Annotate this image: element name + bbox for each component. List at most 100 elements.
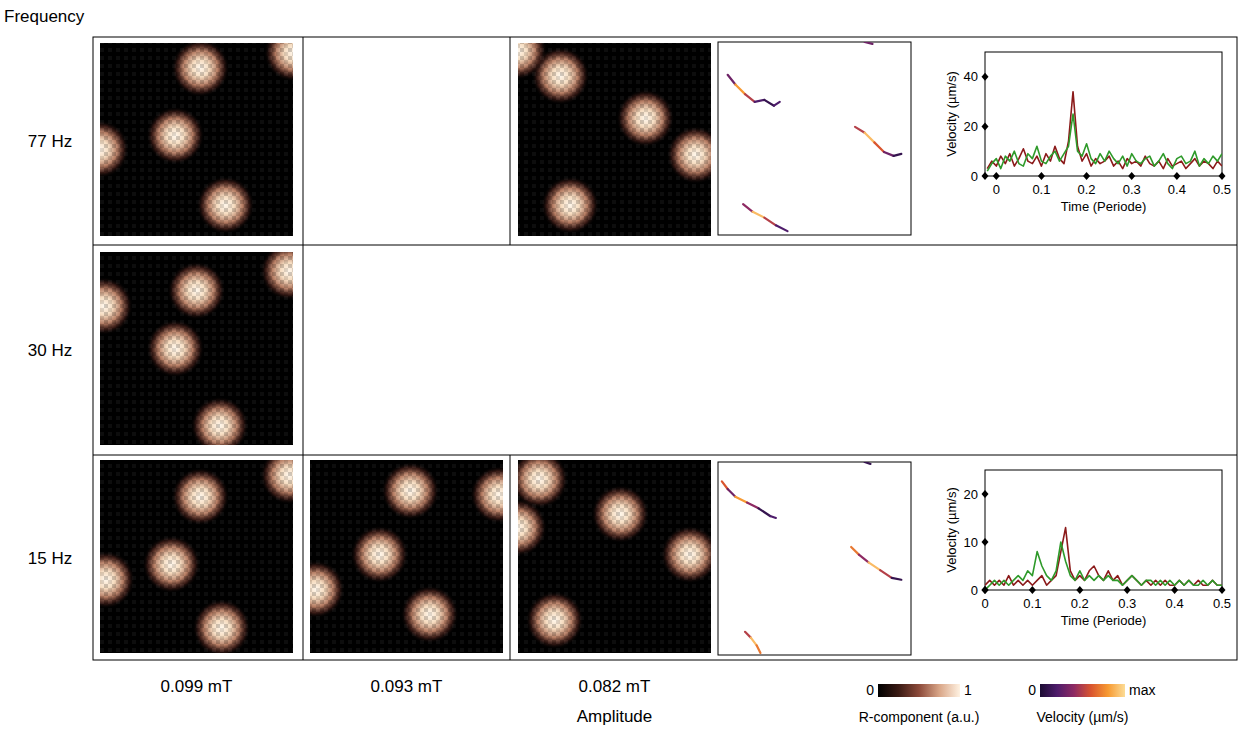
colorbar-tick-label: max xyxy=(1129,682,1155,698)
grid-line xyxy=(93,455,1237,456)
row-label: 77 Hz xyxy=(28,132,72,151)
x-tick-label: 0.5 xyxy=(1213,596,1231,611)
x-tick-label: 0.3 xyxy=(1118,596,1136,611)
heatmap-image xyxy=(518,460,711,653)
trajectory-segment xyxy=(728,489,736,497)
y-tick xyxy=(982,586,989,594)
x-tick-label: 0.5 xyxy=(1213,182,1231,197)
x-tick xyxy=(982,586,989,594)
x-tick-label: 0.4 xyxy=(1166,596,1184,611)
amplitude-title: Amplitude xyxy=(577,707,653,726)
image-ground xyxy=(100,460,293,653)
trajectory-frame xyxy=(718,42,911,235)
column-label: 0.082 mT xyxy=(579,677,651,696)
trajectory-segment xyxy=(865,462,871,464)
x-tick xyxy=(1173,172,1180,180)
colorbar-tick-label: 0 xyxy=(1028,682,1036,698)
colorbar-tick-label: 0 xyxy=(866,682,874,698)
image-ground xyxy=(518,43,711,236)
velocity-chart: 00.10.20.30.40.501020Time (Periode)Veloc… xyxy=(944,470,1232,628)
trajectory-segment xyxy=(884,152,894,156)
trajectory-segment xyxy=(755,100,765,102)
velocity-line xyxy=(987,114,1222,171)
trajectory-segment xyxy=(722,481,728,489)
column-label: 0.099 mT xyxy=(161,677,233,696)
plot-frame xyxy=(985,470,1222,590)
trajectory-segment xyxy=(747,503,759,509)
trajectory-segment xyxy=(880,570,892,578)
plot-data xyxy=(987,92,1222,171)
trajectory-segment xyxy=(894,154,902,156)
grid-line xyxy=(510,37,511,245)
colorbar xyxy=(878,684,960,697)
pixel-texture xyxy=(100,252,293,445)
figure: Frequency77 Hz30 Hz15 Hz0.099 mT0.093 mT… xyxy=(0,0,1242,736)
image-ground xyxy=(100,43,293,236)
x-tick-label: 0.3 xyxy=(1123,182,1141,197)
image-ground xyxy=(310,460,503,653)
y-tick-label: 20 xyxy=(964,119,978,134)
grid-line xyxy=(93,245,1237,246)
x-tick-label: 0.1 xyxy=(1023,596,1041,611)
x-axis-title: Time (Periode) xyxy=(1061,613,1146,628)
y-axis-title: Velocity (µm/s) xyxy=(944,71,959,157)
row-label: 30 Hz xyxy=(28,341,72,360)
trajectory-segment xyxy=(757,645,761,653)
colorbar-tick-label: 1 xyxy=(964,682,972,698)
y-tick-label: 0 xyxy=(971,169,978,184)
velocity-line xyxy=(985,542,1222,590)
frequency-title: Frequency xyxy=(4,7,85,26)
x-tick-label: 0.4 xyxy=(1168,182,1186,197)
column-label: 0.093 mT xyxy=(371,677,443,696)
velocity-chart: 0 0.1 0.2 0.3 0.4 0.5 0 20 40 Time (Periode) Veloc… xyxy=(944,52,1232,214)
trajectory-segment xyxy=(728,75,736,85)
trajectory-segment xyxy=(745,632,751,638)
colorbar-label: Velocity (µm/s) xyxy=(1036,709,1128,725)
trajectory-segment xyxy=(869,562,881,570)
y-tick-label: 0 xyxy=(971,583,978,598)
x-tick xyxy=(1029,586,1036,594)
x-tick xyxy=(1076,586,1083,594)
y-tick-label: 20 xyxy=(964,487,978,502)
velocity-line xyxy=(985,528,1222,586)
pixel-texture xyxy=(100,43,293,236)
heatmap-image xyxy=(310,460,503,653)
x-tick xyxy=(1124,586,1131,594)
x-tick xyxy=(1128,172,1135,180)
trajectory-segment xyxy=(770,516,776,518)
x-tick-label: 0.1 xyxy=(1032,182,1050,197)
x-tick xyxy=(1219,586,1226,594)
trajectory-segment xyxy=(774,102,780,106)
pixel-texture xyxy=(518,460,711,653)
x-tick-label: 0.2 xyxy=(1071,596,1089,611)
x-tick xyxy=(1171,586,1178,594)
y-tick-label: 10 xyxy=(964,535,978,550)
plot-frame xyxy=(985,52,1222,176)
trajectory-segment xyxy=(865,133,875,143)
grid-line xyxy=(303,37,304,660)
pixel-texture xyxy=(100,460,293,653)
colorbar xyxy=(1040,684,1125,697)
trajectory-segment xyxy=(892,578,902,580)
x-tick-label: 0.2 xyxy=(1078,182,1096,197)
y-axis-title: Velocity (µm/s) xyxy=(944,487,959,573)
x-tick-label: 0 xyxy=(993,182,1000,197)
trajectory-segment xyxy=(735,497,747,503)
heatmap-image xyxy=(100,460,293,653)
trajectory-segment xyxy=(764,218,776,226)
trajectory-segment xyxy=(855,127,865,133)
trajectory-segment xyxy=(851,547,859,555)
y-tick xyxy=(982,73,989,81)
trajectory-segment xyxy=(776,225,788,231)
x-tick xyxy=(1219,172,1226,180)
x-tick xyxy=(1038,172,1045,180)
image-ground xyxy=(518,460,711,653)
colorbar-label: R-component (a.u.) xyxy=(859,709,980,725)
trajectory-segment xyxy=(764,100,774,106)
grid-frame xyxy=(93,37,1237,660)
trajectory-segment xyxy=(745,94,755,102)
trajectory-segment xyxy=(753,212,765,218)
x-axis-title: Time (Periode) xyxy=(1061,199,1146,214)
y-tick-label: 40 xyxy=(964,69,978,84)
heatmap-image xyxy=(518,43,711,236)
